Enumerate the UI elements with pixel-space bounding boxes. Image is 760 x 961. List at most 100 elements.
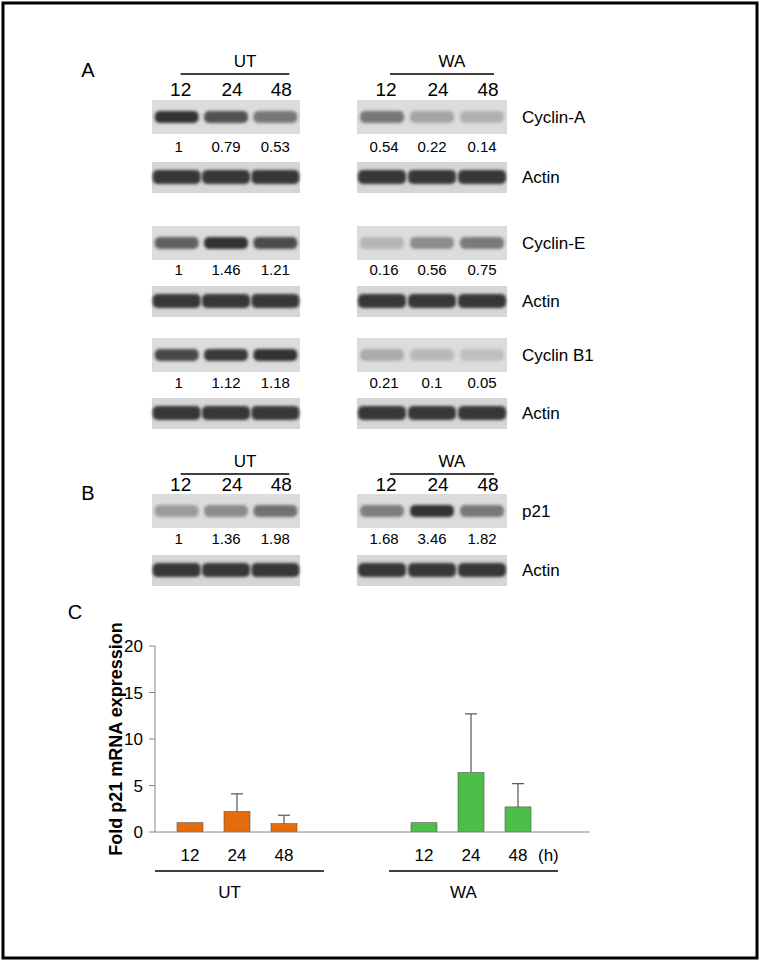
band-quantity: 0.14 [467, 138, 496, 155]
lane-label: 12 [375, 474, 396, 495]
band-quantity: 1.98 [261, 530, 290, 547]
loading-band [458, 563, 506, 577]
group-line [389, 870, 558, 872]
error-bar-stem [236, 794, 237, 812]
band-quantity: 0.1 [422, 374, 443, 391]
group-label: UT [218, 883, 241, 902]
x-unit: (h) [538, 846, 559, 865]
loading-band [408, 170, 456, 184]
y-axis-label: Fold p21 mRNA expression [106, 622, 126, 855]
band [253, 505, 297, 517]
blot-membrane [357, 162, 507, 193]
blot-membrane [357, 338, 507, 372]
error-bar-cap [512, 783, 524, 784]
blot-membrane [357, 398, 507, 429]
x-axis [155, 832, 590, 833]
bar [224, 812, 250, 832]
loading-band [458, 294, 506, 308]
error-bar-stem [470, 714, 471, 773]
blot-membrane [152, 398, 300, 429]
lane-label: 48 [477, 79, 498, 100]
loading-band [251, 294, 299, 308]
y-tick [149, 646, 155, 647]
error-bar-cap [278, 815, 290, 816]
band-quantity: 0.79 [211, 138, 240, 155]
loading-band [408, 406, 456, 420]
bar [271, 824, 297, 832]
band [360, 505, 404, 517]
band [204, 505, 248, 517]
y-tick [149, 739, 155, 740]
panel-label: A [81, 59, 95, 81]
y-tick-label: 0 [134, 823, 143, 842]
band [460, 349, 504, 361]
y-axis [155, 646, 156, 832]
protein-label: Cyclin-A [522, 108, 586, 127]
bar [458, 772, 484, 832]
loading-band [202, 170, 250, 184]
loading-band [251, 170, 299, 184]
band-quantity: 1 [174, 374, 182, 391]
band-quantity: 1.82 [467, 530, 496, 547]
error-bar-stem [283, 815, 284, 823]
lane-label: 24 [221, 79, 243, 100]
loading-band [408, 563, 456, 577]
loading-band [458, 170, 506, 184]
y-tick [149, 692, 155, 693]
band [155, 111, 199, 123]
band [460, 505, 504, 517]
band [253, 349, 297, 361]
blot-membrane [357, 555, 507, 586]
group-label: UT [234, 452, 257, 471]
group-line [181, 73, 290, 75]
band-quantity: 1.12 [211, 374, 240, 391]
loading-label: Actin [522, 404, 560, 423]
loading-band [251, 406, 299, 420]
group-label: WA [450, 883, 477, 902]
x-tick-label: 24 [462, 846, 481, 865]
protein-label: Cyclin-E [522, 234, 585, 253]
loading-band [408, 294, 456, 308]
lane-label: 48 [271, 79, 292, 100]
lane-label: 24 [427, 474, 449, 495]
lane-label: 24 [221, 474, 243, 495]
band [460, 111, 504, 123]
band [410, 505, 454, 517]
lane-label: 12 [170, 79, 191, 100]
x-tick-label: 24 [228, 846, 247, 865]
blot-membrane [357, 494, 507, 528]
x-tick-label: 48 [509, 846, 528, 865]
loading-band [358, 170, 406, 184]
loading-band [358, 294, 406, 308]
group-line [155, 870, 324, 872]
loading-band [202, 563, 250, 577]
band-quantity: 1.21 [261, 261, 290, 278]
band-quantity: 0.54 [369, 138, 398, 155]
band-quantity: 3.46 [417, 530, 446, 547]
loading-band [153, 563, 201, 577]
band [410, 237, 454, 249]
band [360, 237, 404, 249]
band [410, 111, 454, 123]
band [155, 505, 199, 517]
group-label: WA [439, 452, 466, 471]
error-bar-cap [231, 793, 243, 794]
bar [411, 823, 437, 832]
y-tick [149, 832, 155, 833]
band-quantity: 1.68 [369, 530, 398, 547]
band-quantity: 0.22 [417, 138, 446, 155]
loading-label: Actin [522, 561, 560, 580]
band-quantity: 1 [174, 530, 182, 547]
error-bar [512, 784, 524, 807]
band [155, 349, 199, 361]
blot-membrane [152, 100, 300, 134]
panel-label: C [68, 601, 82, 623]
error-bar [278, 815, 290, 823]
band-quantity: 1.46 [211, 261, 240, 278]
loading-label: Actin [522, 168, 560, 187]
lane-label: 12 [170, 474, 191, 495]
band-quantity: 0.75 [467, 261, 496, 278]
band [253, 111, 297, 123]
loading-band [202, 294, 250, 308]
loading-band [251, 563, 299, 577]
